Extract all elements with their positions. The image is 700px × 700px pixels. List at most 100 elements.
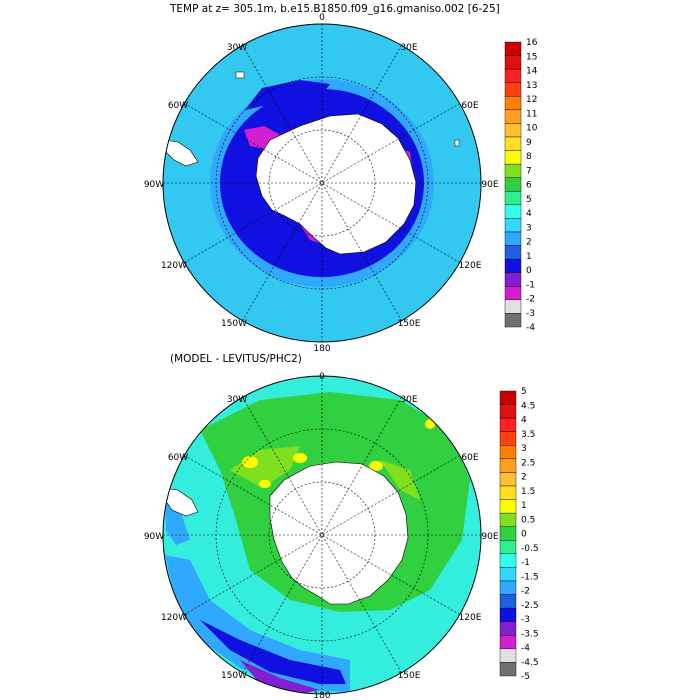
top-colorbar-label: 13: [526, 81, 537, 91]
bottom-colorbar-label: -3: [521, 615, 530, 625]
top-colorbar-swatch: [504, 218, 522, 233]
top-colorbar-swatch: [504, 258, 522, 273]
top-colorbar-swatch: [504, 204, 522, 219]
bottom-colorbar-label: 0.5: [521, 515, 535, 525]
bottom-yellow-spot-1: [242, 456, 258, 468]
top-panel-title: TEMP at z= 305.1m, b.e15.B1850.f09_g16.g…: [169, 3, 500, 15]
top-colorbar-label: 12: [526, 95, 537, 105]
bottom-colorbar-swatch: [499, 648, 517, 663]
bottom-colorbar-label: -2: [521, 587, 530, 597]
bottom-colorbar-swatch: [499, 567, 517, 582]
bottom-colorbar-label: -4.5: [521, 658, 539, 668]
top-colorbar-label: 8: [526, 152, 532, 162]
bottom-colorbar-label: 5: [521, 387, 527, 397]
bottom-lon-label-60e: 60E: [461, 453, 478, 463]
top-colorbar-swatch: [504, 299, 522, 314]
bottom-colorbar-swatch: [499, 540, 517, 555]
bottom-colorbar-label: 0: [521, 530, 527, 540]
top-lon-label-30e: 30E: [400, 43, 417, 53]
top-colorbar-swatch: [504, 191, 522, 206]
bottom-lon-label-90w: 90W: [144, 532, 164, 542]
bottom-blue-west: [165, 500, 190, 545]
bottom-yellowgreen-east: [380, 460, 420, 500]
bottom-lon-label-180: 180: [313, 691, 330, 700]
bottom-colorbar-label: -1.5: [521, 572, 539, 582]
bottom-colorbar-label: 3.5: [521, 430, 535, 440]
bottom-colorbar-swatch: [499, 594, 517, 609]
top-colorbar-label: 9: [526, 138, 532, 148]
top-colorbar-label: 7: [526, 166, 532, 176]
bottom-colorbar-swatch: [499, 445, 517, 460]
top-colorbar-label: 0: [526, 266, 532, 276]
top-lon-label-90w: 90W: [144, 180, 164, 190]
top-colorbar-label: -4: [526, 323, 535, 333]
bottom-yellow-spot-2: [293, 453, 307, 463]
top-colorbar-swatch: [504, 68, 522, 83]
top-colorbar-label: 5: [526, 195, 532, 205]
top-lon-label-30w: 30W: [227, 43, 247, 53]
bottom-colorbar-swatch: [499, 553, 517, 568]
bottom-colorbar-swatch: [499, 621, 517, 636]
top-colorbar-label: -3: [526, 309, 535, 319]
top-colorbar-label: 3: [526, 223, 532, 233]
bottom-yellow-spot-3: [369, 461, 383, 471]
bottom-colorbar-swatch: [499, 472, 517, 487]
bottom-colorbar-swatch: [499, 526, 517, 541]
bottom-colorbar-label: 2.5: [521, 458, 535, 468]
top-island-south-georgia: [235, 71, 245, 79]
top-colorbar-label: 14: [526, 67, 538, 77]
top-island-kerguelen: [454, 139, 460, 147]
top-lon-label-180: 180: [313, 344, 330, 354]
top-colorbar-swatch: [504, 109, 522, 124]
bottom-lon-label-150w: 150W: [221, 671, 247, 681]
bottom-colorbar-swatch: [499, 458, 517, 473]
top-polar-map: 0 30E 60E 90E 120E 150E 180 150W 120W 90…: [144, 13, 499, 354]
bottom-colorbar-label: 1.5: [521, 487, 535, 497]
top-map-border: [162, 23, 482, 343]
top-colorbar-swatch: [504, 231, 522, 246]
bottom-panel-title: (MODEL - LEVITUS/PHC2): [170, 353, 302, 365]
top-graticule: [163, 24, 481, 342]
bottom-colorbar-label: -1: [521, 558, 530, 568]
bottom-lon-label-150e: 150E: [398, 671, 421, 681]
top-colorbar-swatch: [504, 123, 522, 138]
top-lon-label-60e: 60E: [461, 101, 478, 111]
bottom-colorbar-label: 3: [521, 444, 527, 454]
top-colorbar-label: 10: [526, 124, 538, 134]
bottom-colorbar-swatch: [499, 417, 517, 432]
bottom-graticule: [163, 376, 481, 694]
bottom-colorbar-label: -2.5: [521, 601, 539, 611]
top-colorbar-label: -2: [526, 295, 535, 305]
bottom-colorbar-swatch: [499, 512, 517, 527]
top-lon-label-150e: 150E: [398, 319, 421, 329]
bottom-purple-region: [240, 660, 320, 694]
bottom-colorbar-swatch: [499, 390, 517, 405]
bottom-lon-label-120w: 120W: [161, 613, 187, 623]
bottom-colorbar-label: 2: [521, 473, 527, 483]
top-colorbar-swatch: [504, 136, 522, 151]
top-colorbar-label: 2: [526, 238, 532, 248]
top-weddell-cold: [245, 80, 330, 110]
bottom-colorbar-label: -3.5: [521, 629, 539, 639]
bottom-colorbar-swatch: [499, 580, 517, 595]
bottom-colorbar-swatch: [499, 404, 517, 419]
top-antarctica-continent: [255, 113, 417, 255]
bottom-polar-map: 0 30E 60E 90E 120E 150E 180 150W 120W 90…: [144, 372, 499, 700]
top-colorbar-swatch: [504, 55, 522, 70]
bottom-dark-blue-region: [200, 620, 346, 684]
top-colorbar-swatch: [504, 272, 522, 287]
top-lon-label-0: 0: [319, 13, 325, 23]
top-colorbar-swatch: [504, 245, 522, 260]
bottom-colorbar-label: 4: [521, 416, 527, 426]
top-lon-label-120e: 120E: [459, 261, 482, 271]
bottom-lon-label-30w: 30W: [227, 395, 247, 405]
bottom-yellowgreen-weddell: [230, 446, 300, 488]
top-colorbar-swatch: [504, 96, 522, 111]
bottom-yellow-spot-4: [425, 419, 435, 429]
top-colorbar-swatch: [504, 150, 522, 165]
bottom-map-border: [162, 375, 482, 695]
top-colorbar-swatch: [504, 177, 522, 192]
top-colorbar-label: 16: [526, 38, 538, 48]
top-south-america-tip: [163, 139, 199, 167]
